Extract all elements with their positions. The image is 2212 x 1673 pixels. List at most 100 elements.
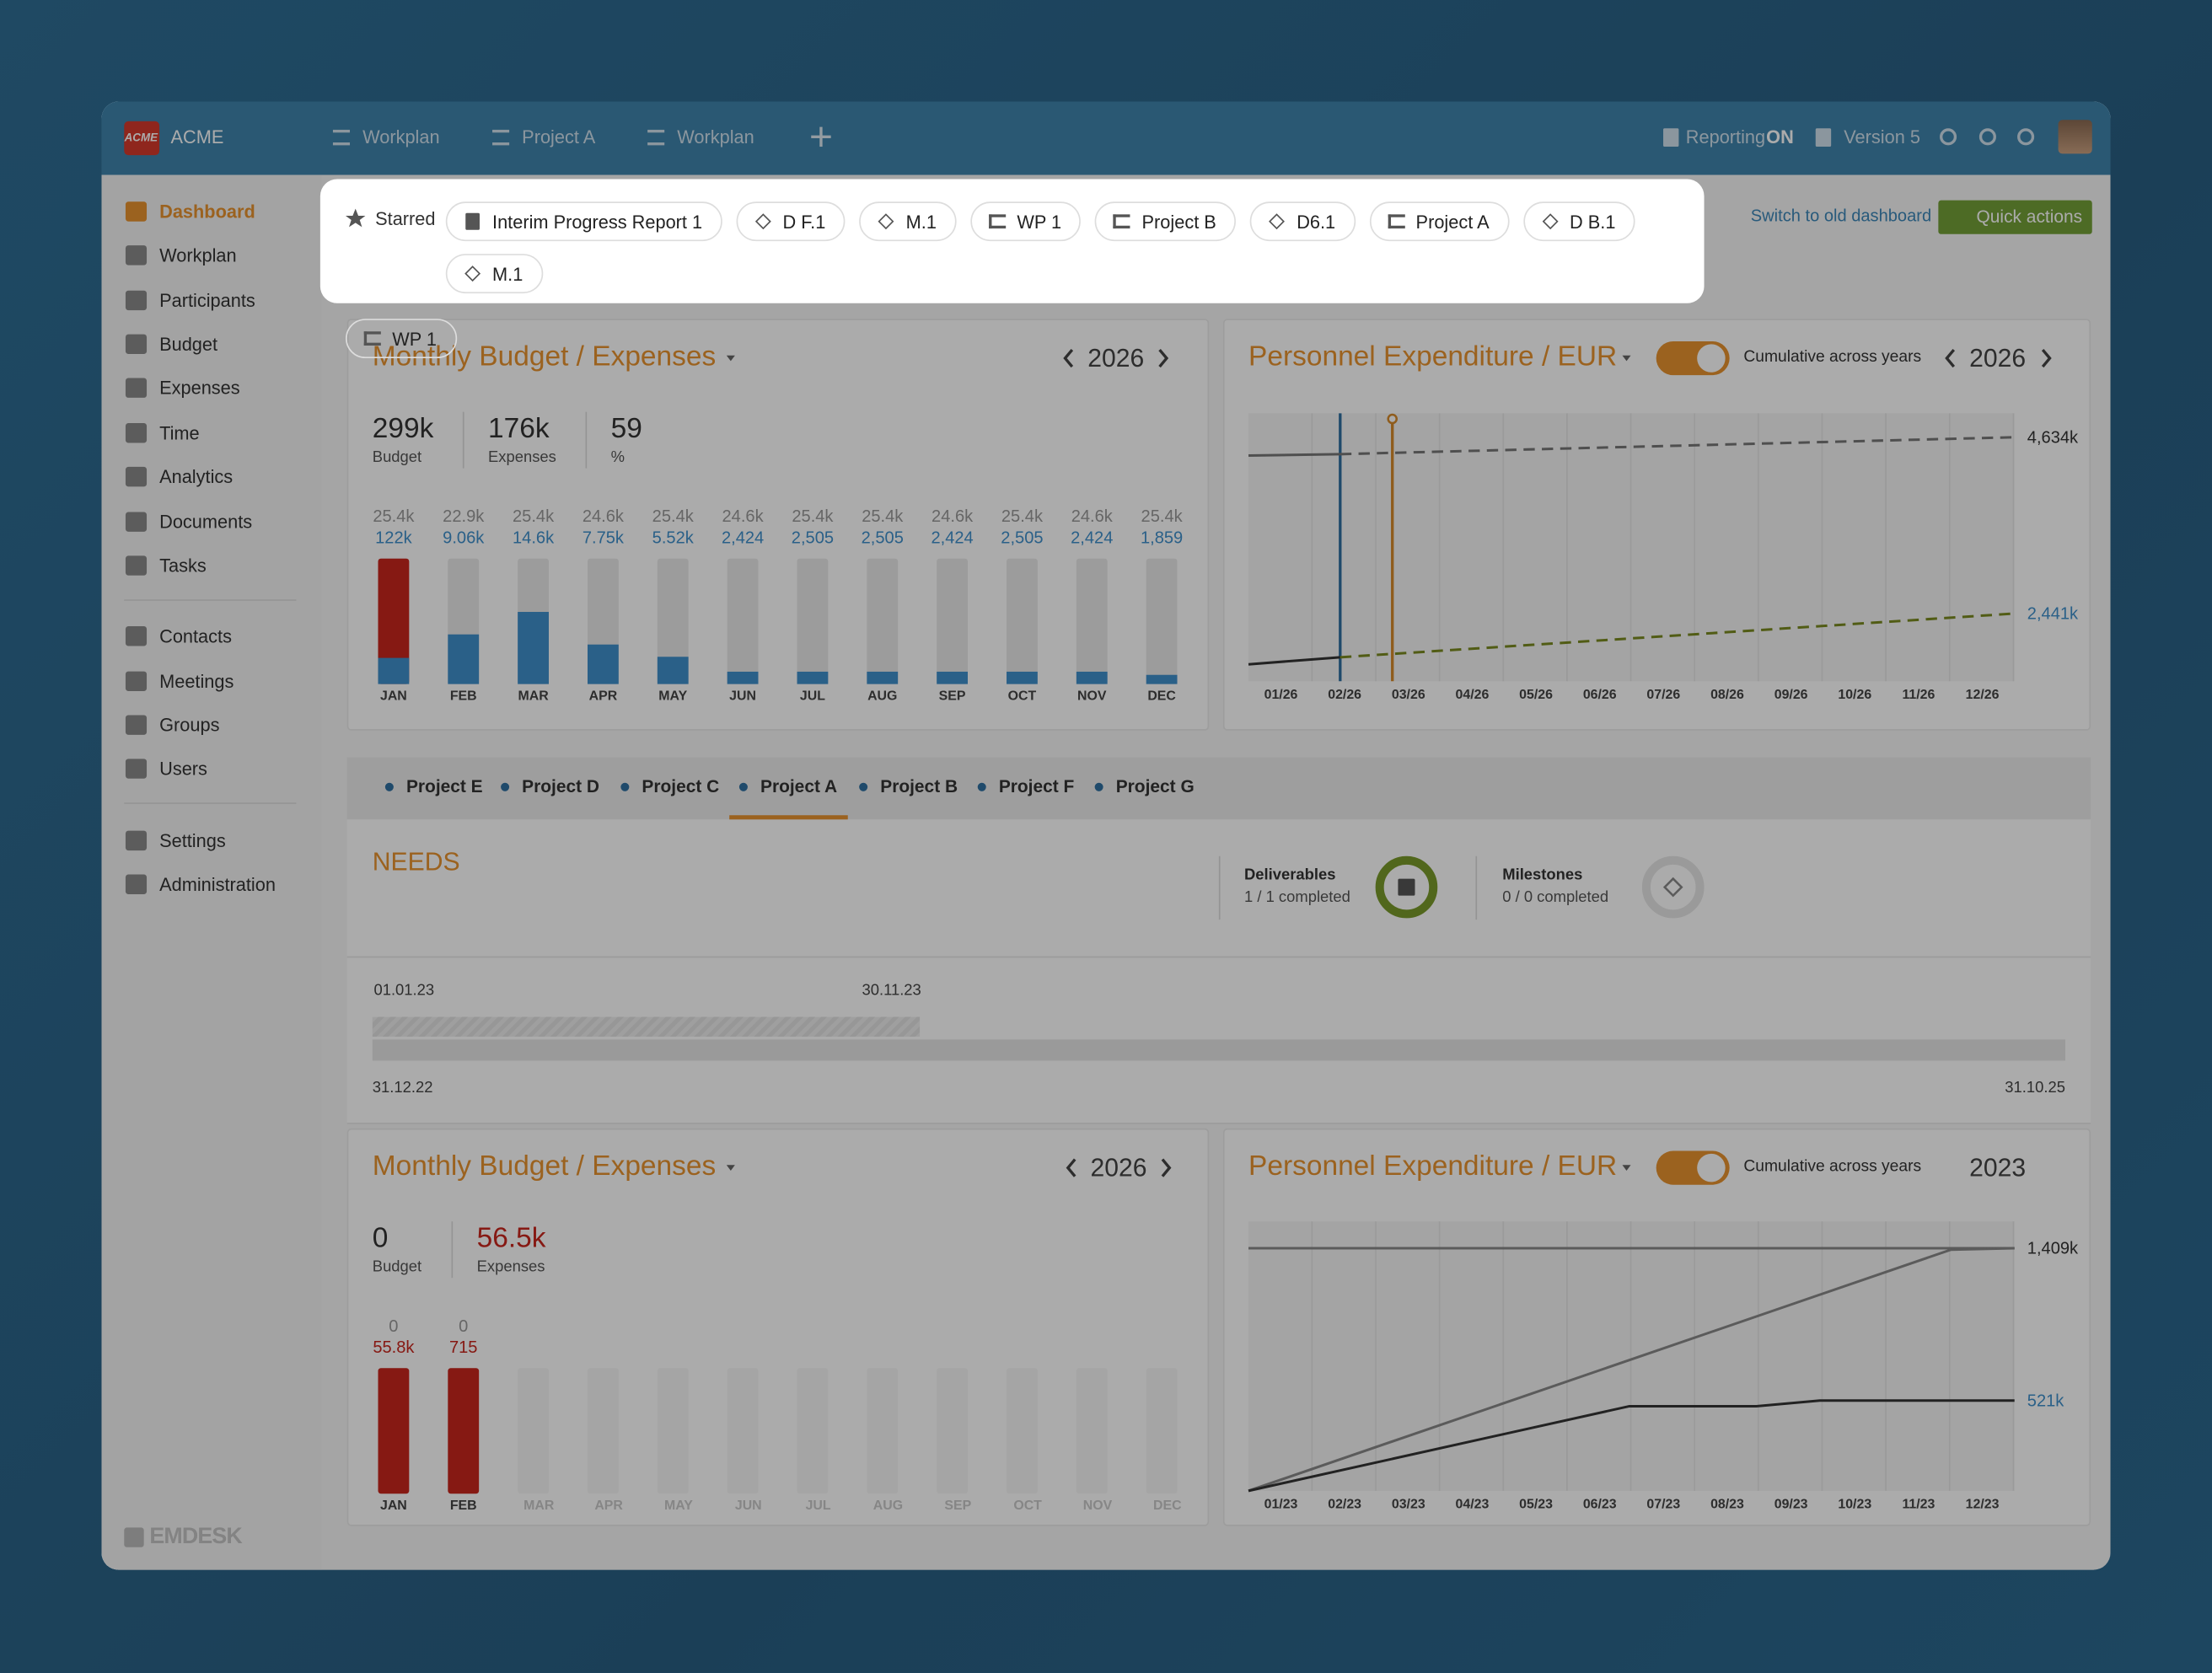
series-line (1248, 656, 1340, 666)
header-tab[interactable]: Project A (522, 126, 596, 147)
budget-bar (1007, 558, 1038, 684)
nav-item[interactable]: Workplan (159, 244, 237, 266)
expense-label: 2,505 (1001, 527, 1044, 548)
expense-bar (727, 671, 759, 684)
chip-label: Interim Progress Report 1 (492, 211, 703, 233)
starred-chip[interactable]: D B.1 (1522, 201, 1635, 242)
nav-icon (125, 334, 148, 355)
nav-icon (125, 626, 148, 646)
nav-item[interactable]: Expenses (159, 377, 240, 399)
nav-item[interactable]: Documents (159, 511, 253, 533)
nav-item[interactable]: Dashboard (159, 201, 255, 223)
stat-separator (451, 1221, 454, 1279)
reporting-icon (1663, 128, 1679, 147)
header-icon[interactable] (1940, 128, 1957, 146)
reporting-state[interactable]: ON (1766, 126, 1794, 147)
x-tick-label: 04/23 (1455, 1496, 1490, 1513)
tab-icon (492, 129, 510, 146)
project-tab[interactable]: Project F (998, 776, 1075, 797)
separator (1218, 855, 1221, 920)
budget-label: 25.4k (1001, 506, 1043, 527)
widget-title[interactable]: Monthly Budget / Expenses (372, 1150, 717, 1182)
nav-item[interactable]: Time (159, 422, 200, 444)
month-label: APR (588, 689, 618, 705)
x-tick-label: 12/26 (1965, 687, 2000, 703)
chip-icon (878, 213, 894, 230)
month-label: OCT (1007, 689, 1037, 705)
nav-item[interactable]: Tasks (159, 555, 207, 576)
prev-arrow (1945, 348, 1956, 368)
budget-label: 25.4k (862, 506, 904, 527)
nav-item[interactable]: Participants (159, 289, 255, 311)
budget-bar (1146, 1368, 1178, 1494)
toggle-label: Cumulative across years (1743, 1158, 1922, 1176)
quick-actions-button[interactable] (1938, 200, 2092, 234)
expense-label: 715 (448, 1337, 478, 1357)
nav-icon (125, 671, 148, 691)
project-tab[interactable]: Project C (642, 776, 720, 797)
stat-value: 0 (372, 1222, 389, 1254)
header-bar (101, 101, 2111, 175)
reporting-label: Reporting (1685, 126, 1766, 147)
series-line (1340, 612, 2015, 659)
budget-bar (1076, 1368, 1108, 1494)
widget-title[interactable]: Personnel Expenditure / EUR (1248, 340, 1618, 373)
version-label[interactable]: Version 5 (1844, 126, 1920, 147)
x-tick-label: 06/23 (1582, 1496, 1617, 1513)
quick-actions[interactable]: Quick actions (1976, 206, 2083, 228)
footer-logo-icon (124, 1527, 144, 1547)
header-tab[interactable]: Workplan (362, 126, 440, 147)
starred-chip[interactable]: Interim Progress Report 1 (445, 201, 722, 242)
nav-item[interactable]: Analytics (159, 466, 234, 488)
starred-chip[interactable]: Project A (1369, 201, 1510, 242)
starred-chip[interactable]: Project B (1095, 201, 1237, 242)
starred-chip[interactable]: WP 1 (970, 201, 1082, 242)
nav-icon (125, 378, 148, 398)
month-label: DEC (1153, 1498, 1182, 1515)
expense-label: 2,505 (861, 527, 904, 548)
budget-label: 0 (389, 1316, 399, 1336)
month-label: MAR (523, 1498, 555, 1515)
project-tab[interactable]: Project G (1115, 776, 1195, 797)
avatar[interactable] (2058, 120, 2092, 154)
starred-chip[interactable]: D6.1 (1249, 201, 1356, 242)
header-tab[interactable]: Workplan (677, 126, 754, 147)
stat-separator (462, 411, 464, 469)
expense-label: 5.52k (652, 527, 694, 548)
nav-item[interactable]: Users (159, 758, 207, 780)
project-tab[interactable]: Project D (522, 776, 600, 797)
project-tab[interactable]: Project A (760, 776, 838, 797)
widget-title[interactable]: Monthly Budget / Expenses (372, 340, 717, 373)
nav-item[interactable]: Budget (159, 333, 218, 355)
nav-item[interactable]: Groups (159, 714, 220, 736)
nav-icon (125, 874, 148, 894)
nav-item[interactable]: Meetings (159, 670, 234, 692)
nav-item[interactable]: Contacts (159, 625, 232, 647)
project-tab[interactable]: Project B (880, 776, 958, 797)
header-icon[interactable] (2017, 128, 2035, 146)
month-label: JAN (379, 1498, 407, 1515)
expense-label: 55.8k (373, 1337, 415, 1357)
project-tab[interactable]: Project E (405, 776, 483, 797)
starred-chip[interactable]: M.1 (445, 254, 543, 294)
widget-title[interactable]: Personnel Expenditure / EUR (1248, 1150, 1618, 1182)
starred-chip[interactable]: M.1 (859, 201, 957, 242)
expense-bar (1076, 671, 1108, 684)
starred-chip[interactable]: WP 1 (345, 319, 457, 359)
budget-label: 25.4k (513, 506, 555, 527)
dropdown-caret (1622, 355, 1631, 362)
chip-label: M.1 (905, 211, 937, 233)
x-tick-label: 04/26 (1455, 687, 1490, 703)
version-icon (1815, 128, 1832, 147)
switch-dashboard[interactable]: Switch to old dashboard (1750, 206, 1932, 226)
nav-item[interactable]: Settings (159, 829, 226, 851)
header-icon[interactable] (1978, 128, 1996, 146)
chip-label: D F.1 (782, 211, 826, 233)
month-label: NOV (1077, 689, 1107, 705)
nav-icon (125, 466, 148, 487)
nav-item[interactable]: Administration (159, 873, 276, 895)
starred-chip[interactable]: D F.1 (736, 201, 846, 242)
budget-label: 24.6k (1071, 506, 1113, 527)
x-tick-label: 11/23 (1902, 1496, 1936, 1513)
